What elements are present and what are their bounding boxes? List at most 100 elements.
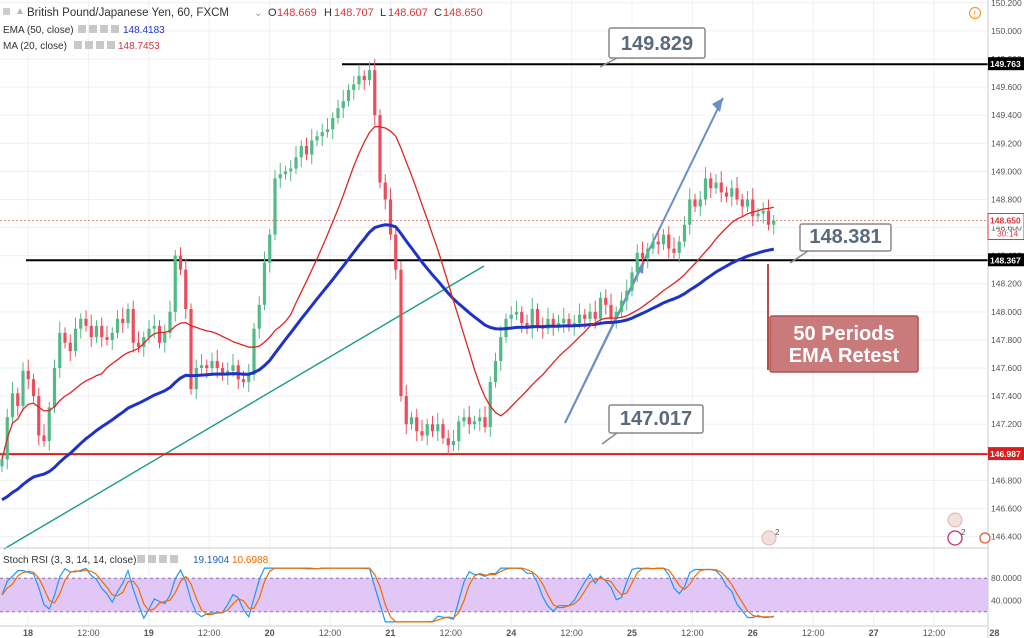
time-tick-label: 26 [748, 628, 758, 638]
price-tick-label: 147.800 [991, 335, 1022, 345]
price-tick-label: 148.000 [991, 307, 1022, 317]
level-tag-resistance [988, 57, 1024, 71]
candle-body [724, 192, 729, 197]
countdown-label: 30:14 [997, 229, 1019, 239]
candle-body [420, 431, 424, 436]
candle-body [430, 424, 435, 432]
candle-body [94, 325, 99, 338]
price-tick-label: 148.600 [991, 223, 1022, 233]
stoch-rsi-legend-buttons[interactable] [137, 555, 178, 563]
ema-legend-buttons[interactable] [78, 25, 119, 33]
time-tick-label: 25 [627, 628, 637, 638]
candle-body [766, 210, 771, 225]
candle-body [394, 234, 398, 270]
last-price-tag [988, 213, 1024, 227]
candle-body [493, 360, 498, 383]
time-tick-label: 27 [869, 628, 879, 638]
candle-body [163, 332, 167, 343]
candle-body [472, 421, 477, 425]
collapse-icon[interactable] [3, 8, 10, 15]
annotation-147017: 147.017 [601, 404, 704, 445]
flag-event-icon[interactable]: 2 [761, 528, 780, 546]
stoch-rsi-pane [0, 547, 1024, 623]
time-tick-label: 28 [989, 628, 999, 638]
open-label: O [268, 7, 277, 19]
time-tick-label: 12:00 [923, 628, 946, 638]
candle-body [21, 370, 25, 406]
candle-body [0, 459, 4, 467]
candle-body [47, 407, 51, 442]
event-icon[interactable]: 2 [947, 528, 966, 546]
candle-body [26, 370, 30, 380]
price-tick-label: 146.800 [991, 475, 1022, 485]
rising-trendline [3, 265, 485, 550]
candle-body [567, 318, 571, 326]
chevron-down-icon[interactable]: ⌄ [254, 8, 262, 19]
time-tick-label: 18 [23, 628, 33, 638]
svg-text:2: 2 [775, 528, 780, 537]
candle-body [299, 146, 303, 158]
rsi-tick-label: 40.0000 [991, 596, 1022, 606]
candle-body [63, 332, 67, 343]
candle-body [247, 375, 251, 383]
candle-body [210, 360, 214, 369]
callout-pointer [789, 250, 809, 264]
price-tick-label: 148.800 [991, 194, 1022, 204]
ema-50-line [1, 223, 775, 502]
candle-body [625, 290, 629, 301]
candle-body [530, 309, 534, 329]
candles [0, 58, 776, 472]
candle-body [556, 323, 561, 326]
candle-body [189, 309, 193, 390]
chart-header: British Pound/Japanese Yen, 60, FXCM ⌄ O… [3, 6, 991, 566]
candle-body [436, 424, 440, 432]
candle-body [110, 332, 114, 340]
candle-body [604, 297, 608, 305]
ma-legend-label: MA (20, close) [3, 41, 67, 52]
callout-box [608, 27, 706, 59]
candle-body [336, 108, 340, 118]
candle-body [115, 318, 120, 333]
rsi-tick-label: 80.0000 [991, 573, 1022, 583]
candle-body [283, 171, 288, 175]
candle-body [31, 379, 36, 397]
ma-legend-value: 148.7453 [118, 41, 160, 52]
candle-body [168, 311, 172, 333]
candle-body [383, 182, 387, 200]
svg-text:2: 2 [961, 528, 966, 537]
candle-body [688, 199, 692, 225]
settings-icon[interactable] [979, 532, 991, 544]
time-tick-label: 12:00 [681, 628, 704, 638]
candle-body [756, 213, 760, 217]
candle-body [399, 269, 403, 397]
high-label: H [324, 7, 332, 19]
time-tick-label: 12:00 [198, 628, 221, 638]
time-tick-label: 19 [144, 628, 154, 638]
candle-body [656, 241, 660, 245]
price-tick-label: 147.400 [991, 391, 1022, 401]
callout-pointer [599, 57, 618, 68]
alert-icon[interactable] [968, 6, 982, 20]
grid [0, 0, 995, 626]
ma-legend-buttons[interactable] [74, 41, 115, 49]
high-value: 148.707 [334, 7, 374, 19]
candle-body [714, 182, 718, 189]
uk-event-icon[interactable] [947, 512, 963, 528]
last-price-tag-label: 148.650 [990, 216, 1021, 226]
candle-body [409, 417, 414, 425]
candle-body [367, 70, 372, 81]
candle-body [598, 297, 603, 319]
candle-body [352, 84, 356, 90]
candle-body [58, 332, 62, 369]
candle-body [577, 314, 582, 324]
annotation-149829: 149.829 [599, 27, 706, 68]
candle-body [640, 252, 645, 259]
candle-body [483, 417, 487, 428]
candle-body [184, 269, 188, 310]
candle-body [478, 417, 482, 422]
candle-body [289, 168, 293, 172]
stoch-rsi-k-value: 19.1904 [193, 555, 230, 566]
ema-legend-label: EMA (50, close) [3, 25, 74, 36]
